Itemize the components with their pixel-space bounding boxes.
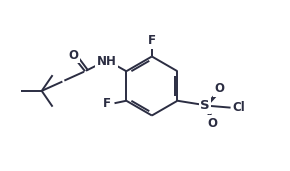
Text: O: O [207,117,217,130]
Text: F: F [148,34,156,47]
Text: F: F [103,97,110,110]
Text: S: S [200,99,210,112]
Text: O: O [68,49,78,62]
Text: O: O [215,82,225,95]
Text: Cl: Cl [233,101,245,114]
Text: NH: NH [97,55,117,68]
